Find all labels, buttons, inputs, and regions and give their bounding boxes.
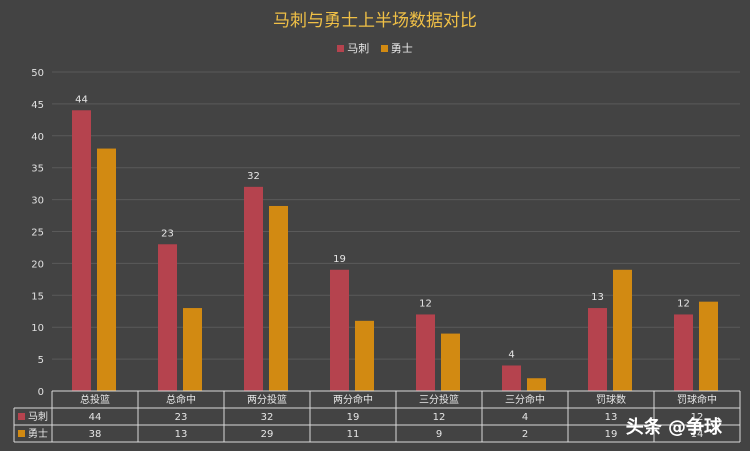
table-cell-value: 32 bbox=[261, 412, 274, 423]
legend-item-series-0: 马刺 bbox=[337, 40, 369, 56]
bar-series-1 bbox=[269, 205, 288, 391]
bar-series-1 bbox=[441, 333, 460, 391]
bar-series-1 bbox=[527, 378, 546, 391]
table-cell-value: 19 bbox=[347, 412, 360, 423]
bar-series-0 bbox=[158, 244, 177, 391]
x-category-label: 罚球命中 bbox=[677, 393, 717, 406]
y-tick-label: 35 bbox=[31, 164, 44, 175]
data-label: 44 bbox=[75, 94, 88, 105]
bar-series-1 bbox=[355, 320, 374, 391]
y-tick-label: 15 bbox=[31, 291, 44, 302]
legend-swatch-series-0 bbox=[337, 45, 345, 52]
data-label: 23 bbox=[161, 228, 174, 239]
table-cell-value: 11 bbox=[347, 429, 360, 440]
x-category-label: 罚球数 bbox=[596, 393, 626, 406]
x-category-label: 三分命中 bbox=[505, 393, 545, 406]
y-tick-label: 20 bbox=[31, 259, 44, 270]
bar-series-1 bbox=[97, 148, 116, 391]
table-cell-value: 13 bbox=[175, 429, 188, 440]
bar-series-1 bbox=[613, 269, 632, 391]
y-tick-label: 10 bbox=[31, 323, 44, 334]
bar-series-0 bbox=[588, 308, 607, 391]
table-cell-value: 44 bbox=[89, 412, 102, 423]
x-category-label: 两分投篮 bbox=[247, 393, 287, 406]
watermark: 头条 @争球 bbox=[625, 417, 722, 438]
x-category-label: 两分命中 bbox=[333, 393, 373, 406]
legend-item-series-1: 勇士 bbox=[380, 40, 413, 56]
table-cell-value: 29 bbox=[261, 429, 274, 440]
data-label: 32 bbox=[247, 171, 260, 182]
bar-series-0 bbox=[502, 365, 521, 391]
x-category-label: 三分投篮 bbox=[419, 393, 459, 406]
table-cell-value: 2 bbox=[522, 429, 528, 440]
data-label: 19 bbox=[333, 254, 346, 265]
x-category-label: 总投篮 bbox=[80, 393, 110, 406]
y-tick-label: 30 bbox=[31, 196, 44, 207]
bar-series-1 bbox=[183, 308, 202, 391]
bar-series-0 bbox=[674, 314, 693, 391]
table-cell-value: 12 bbox=[691, 412, 704, 423]
bar-series-0 bbox=[244, 186, 263, 391]
legend-label-series-0: 马刺 bbox=[347, 42, 370, 55]
bar-series-1 bbox=[699, 301, 718, 391]
table-cell-value: 23 bbox=[175, 412, 188, 423]
table-series-swatch bbox=[18, 413, 25, 420]
y-tick-label: 5 bbox=[38, 355, 44, 366]
data-label: 13 bbox=[591, 292, 604, 303]
y-tick-label: 50 bbox=[31, 68, 44, 79]
bar-series-0 bbox=[416, 314, 435, 391]
legend-swatch-series-1 bbox=[380, 45, 388, 52]
table-cell-value: 38 bbox=[89, 429, 102, 440]
table-cell-value: 4 bbox=[522, 412, 528, 423]
bar-series-0 bbox=[72, 110, 91, 391]
chart-legend: 马刺 勇士 bbox=[0, 40, 750, 56]
table-series-name: 勇士 bbox=[28, 427, 48, 440]
table-cell-value: 14 bbox=[691, 429, 704, 440]
y-tick-label: 40 bbox=[31, 132, 44, 143]
data-label: 4 bbox=[508, 349, 514, 360]
data-label: 12 bbox=[419, 298, 432, 309]
bar-series-0 bbox=[330, 269, 349, 391]
table-cell-value: 9 bbox=[436, 429, 442, 440]
table-cell-value: 13 bbox=[605, 412, 618, 423]
table-series-swatch bbox=[18, 430, 25, 437]
table-series-name: 马刺 bbox=[28, 411, 48, 423]
x-category-label: 总命中 bbox=[166, 393, 196, 406]
y-tick-label: 45 bbox=[31, 100, 44, 111]
y-tick-label: 0 bbox=[38, 387, 44, 398]
legend-label-series-1: 勇士 bbox=[390, 42, 413, 55]
chart-title: 马刺与勇士上半场数据对比 bbox=[273, 11, 477, 31]
table-cell-value: 19 bbox=[605, 429, 618, 440]
data-label: 12 bbox=[677, 298, 690, 309]
y-tick-label: 25 bbox=[31, 228, 44, 239]
table-cell-value: 12 bbox=[433, 412, 446, 423]
